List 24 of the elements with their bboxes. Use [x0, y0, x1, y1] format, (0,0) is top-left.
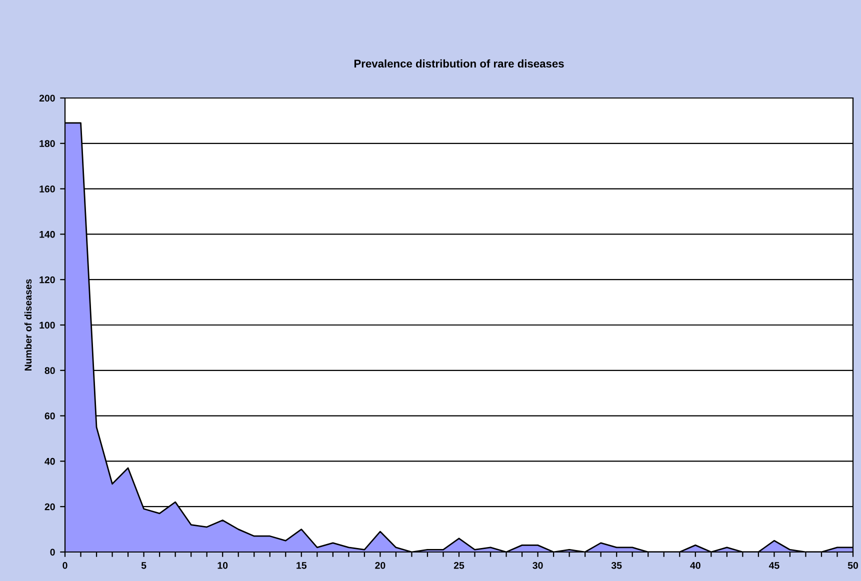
- x-tick-label: 20: [375, 562, 386, 569]
- y-tick-label: 160: [40, 186, 55, 192]
- y-tick-label: 40: [44, 458, 55, 465]
- y-tick-label: 120: [40, 276, 55, 284]
- x-tick-label: 30: [532, 562, 543, 569]
- y-tick-label: 80: [44, 367, 55, 374]
- y-tick-label: 0: [50, 548, 55, 556]
- y-tick-label: 180: [40, 140, 55, 148]
- y-tick-label: 140: [40, 230, 55, 238]
- y-tick-label: 200: [39, 94, 55, 102]
- y-tick-label: 100: [40, 322, 55, 329]
- x-tick-label: 40: [690, 562, 700, 569]
- x-tick-label: 45: [768, 562, 780, 569]
- x-tick-label: 15: [296, 562, 307, 569]
- x-tick-label: 50: [848, 562, 858, 569]
- x-tick-label: 5: [141, 562, 146, 569]
- y-axis-title: Number of diseases: [24, 279, 32, 371]
- y-tick-label: 20: [44, 503, 55, 510]
- x-tick-label: 10: [218, 562, 228, 569]
- x-tick-label: 25: [454, 562, 464, 569]
- x-tick-label: 0: [62, 562, 68, 569]
- chart-title: Prevalence distribution of rare diseases: [354, 59, 564, 68]
- x-tick-label: 35: [611, 562, 622, 569]
- y-tick-label: 60: [44, 412, 55, 420]
